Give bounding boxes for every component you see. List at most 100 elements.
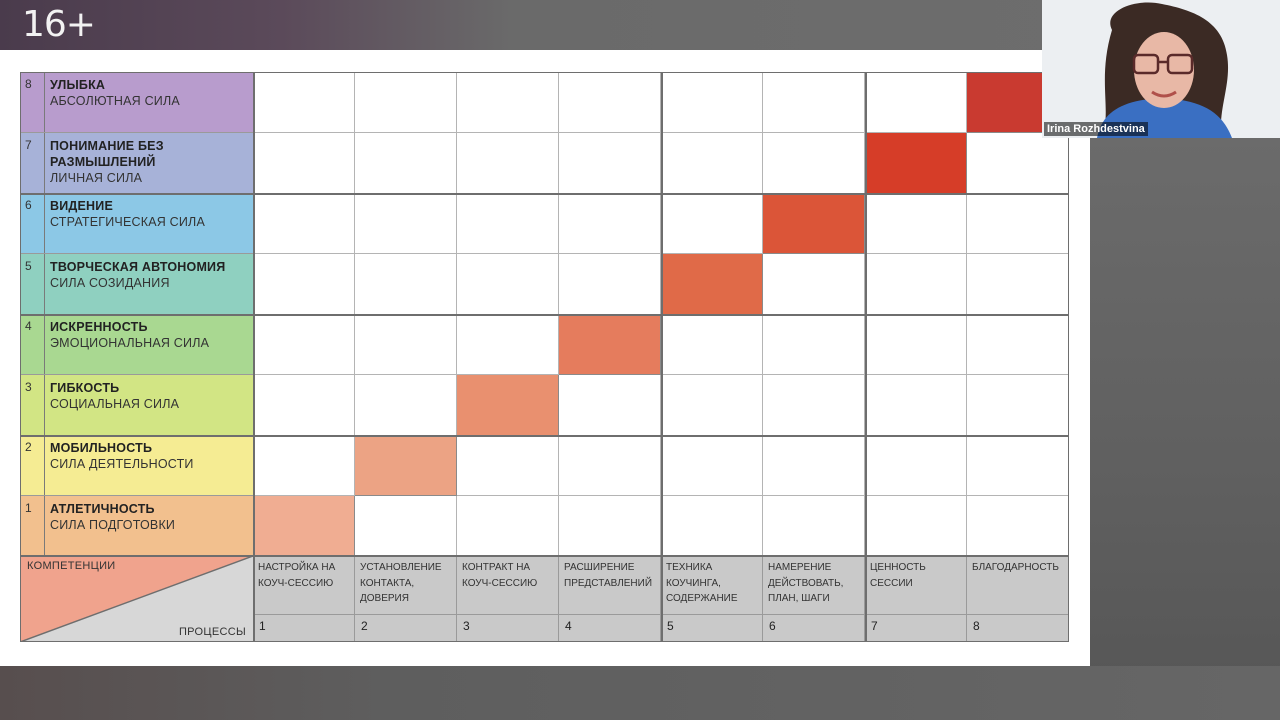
process-number: 3 bbox=[457, 615, 559, 642]
matrix-cell bbox=[967, 314, 1069, 375]
row-number-divider bbox=[44, 72, 45, 132]
matrix-cell bbox=[661, 72, 763, 133]
competency-name: ВИДЕНИЕ СТРАТЕГИЧЕСКАЯ СИЛА bbox=[50, 198, 250, 230]
matrix-cell bbox=[559, 435, 661, 496]
competency-title: МОБИЛЬНОСТЬ bbox=[50, 441, 153, 455]
matrix-divider-vertical bbox=[253, 72, 255, 642]
process-number: 2 bbox=[355, 615, 457, 642]
matrix-cell bbox=[661, 375, 763, 436]
matrix-cell bbox=[457, 72, 559, 133]
presentation-slide: КОМПЕТЕНЦИИ ПРОЦЕССЫ 8 УЛЫБКА АБСОЛЮТНАЯ С… bbox=[0, 50, 1090, 666]
matrix-cell bbox=[559, 72, 661, 133]
competency-row-label: 4 ИСКРЕННОСТЬ ЭМОЦИОНАЛЬНАЯ СИЛА bbox=[20, 314, 253, 375]
process-header: НАСТРОЙКА НА КОУЧ-СЕССИЮ bbox=[253, 556, 355, 615]
matrix-cell bbox=[253, 375, 355, 436]
competency-subtitle: АБСОЛЮТНАЯ СИЛА bbox=[50, 94, 180, 108]
competency-subtitle: СТРАТЕГИЧЕСКАЯ СИЛА bbox=[50, 215, 206, 229]
matrix-cell bbox=[763, 254, 865, 315]
competency-row-label: 1 АТЛЕТИЧНОСТЬ СИЛА ПОДГОТОВКИ bbox=[20, 496, 253, 557]
matrix-cell bbox=[763, 133, 865, 194]
competency-level-number: 6 bbox=[25, 198, 32, 212]
participant-video-tile[interactable]: Irina Rozhdestvina bbox=[1042, 0, 1280, 138]
matrix-cell bbox=[865, 435, 967, 496]
matrix-cell bbox=[355, 254, 457, 315]
process-header: ТЕХНИКА КОУЧИНГА, СОДЕРЖАНИЕ bbox=[661, 556, 763, 615]
matrix-cell bbox=[355, 193, 457, 254]
matrix-cell bbox=[967, 133, 1069, 194]
matrix-cell-highlighted bbox=[457, 375, 559, 436]
competency-process-matrix: КОМПЕТЕНЦИИ ПРОЦЕССЫ 8 УЛЫБКА АБСОЛЮТНАЯ С… bbox=[0, 50, 1090, 666]
matrix-cell bbox=[559, 375, 661, 436]
corner-diagonal-line bbox=[19, 555, 254, 643]
matrix-cell bbox=[559, 133, 661, 194]
matrix-divider-horizontal bbox=[20, 314, 1069, 316]
row-number-divider bbox=[44, 435, 45, 495]
competency-level-number: 3 bbox=[25, 380, 32, 394]
matrix-cell-highlighted bbox=[865, 133, 967, 194]
process-header: НАМЕРЕНИЕ ДЕЙСТВОВАТЬ, ПЛАН, ШАГИ bbox=[763, 556, 865, 615]
process-number: 1 bbox=[253, 615, 355, 642]
row-number-divider bbox=[44, 496, 45, 556]
row-number-divider bbox=[44, 314, 45, 374]
matrix-cell bbox=[661, 133, 763, 194]
matrix-cell bbox=[253, 193, 355, 254]
matrix-cell bbox=[253, 314, 355, 375]
matrix-cell bbox=[457, 496, 559, 557]
matrix-cell bbox=[559, 254, 661, 315]
competency-row-label: 6 ВИДЕНИЕ СТРАТЕГИЧЕСКАЯ СИЛА bbox=[20, 193, 253, 254]
matrix-cell bbox=[661, 435, 763, 496]
competency-subtitle: ЭМОЦИОНАЛЬНАЯ СИЛА bbox=[50, 336, 210, 350]
matrix-cell bbox=[967, 193, 1069, 254]
row-number-divider bbox=[44, 133, 45, 193]
process-header: ЦЕННОСТЬ СЕССИИ bbox=[865, 556, 967, 615]
matrix-cell-highlighted bbox=[559, 314, 661, 375]
process-header: РАСШИРЕНИЕ ПРЕДСТАВЛЕНИЙ bbox=[559, 556, 661, 615]
age-rating-badge: 16+ bbox=[22, 4, 96, 45]
matrix-cell bbox=[355, 375, 457, 436]
competency-subtitle: ЛИЧНАЯ СИЛА bbox=[50, 171, 143, 185]
competency-name: АТЛЕТИЧНОСТЬ СИЛА ПОДГОТОВКИ bbox=[50, 501, 250, 533]
competency-title: ТВОРЧЕСКАЯ АВТОНОМИЯ bbox=[50, 260, 226, 274]
competency-title: АТЛЕТИЧНОСТЬ bbox=[50, 502, 155, 516]
matrix-cell bbox=[763, 314, 865, 375]
row-number-divider bbox=[44, 254, 45, 314]
matrix-divider-horizontal bbox=[20, 435, 1069, 437]
matrix-cell bbox=[355, 314, 457, 375]
matrix-cell bbox=[763, 496, 865, 557]
matrix-cell bbox=[457, 133, 559, 194]
matrix-cell bbox=[865, 375, 967, 436]
competency-title: ИСКРЕННОСТЬ bbox=[50, 320, 148, 334]
competency-row-label: 5 ТВОРЧЕСКАЯ АВТОНОМИЯ СИЛА СОЗИДАНИЯ bbox=[20, 254, 253, 315]
competencies-axis-label: КОМПЕТЕНЦИИ bbox=[27, 560, 116, 572]
competency-level-number: 5 bbox=[25, 259, 32, 273]
competency-row-label: 3 ГИБКОСТЬ СОЦИАЛЬНАЯ СИЛА bbox=[20, 375, 253, 436]
matrix-cell-highlighted bbox=[253, 496, 355, 557]
matrix-cell bbox=[661, 496, 763, 557]
side-background bbox=[1090, 138, 1280, 720]
row-number-divider bbox=[44, 375, 45, 435]
process-number: 5 bbox=[661, 615, 763, 642]
matrix-cell bbox=[559, 193, 661, 254]
matrix-cell bbox=[253, 254, 355, 315]
competency-title: ВИДЕНИЕ bbox=[50, 199, 114, 213]
matrix-cell bbox=[355, 72, 457, 133]
competency-name: МОБИЛЬНОСТЬ СИЛА ДЕЯТЕЛЬНОСТИ bbox=[50, 440, 250, 472]
matrix-cell bbox=[865, 193, 967, 254]
process-header: БЛАГОДАРНОСТЬ bbox=[967, 556, 1069, 615]
matrix-cell bbox=[457, 435, 559, 496]
matrix-cell bbox=[967, 375, 1069, 436]
matrix-cell-highlighted bbox=[763, 193, 865, 254]
row-number-divider bbox=[44, 193, 45, 253]
matrix-cell bbox=[763, 72, 865, 133]
processes-axis-label: ПРОЦЕССЫ bbox=[178, 626, 246, 638]
matrix-cell bbox=[661, 193, 763, 254]
matrix-cell bbox=[457, 314, 559, 375]
matrix-cell bbox=[661, 314, 763, 375]
competency-name: ГИБКОСТЬ СОЦИАЛЬНАЯ СИЛА bbox=[50, 380, 250, 412]
process-number: 8 bbox=[967, 615, 1069, 642]
competency-level-number: 8 bbox=[25, 77, 32, 91]
matrix-divider-horizontal bbox=[20, 555, 1069, 557]
process-number: 4 bbox=[559, 615, 661, 642]
matrix-cell bbox=[967, 254, 1069, 315]
process-header: КОНТРАКТ НА КОУЧ-СЕССИЮ bbox=[457, 556, 559, 615]
